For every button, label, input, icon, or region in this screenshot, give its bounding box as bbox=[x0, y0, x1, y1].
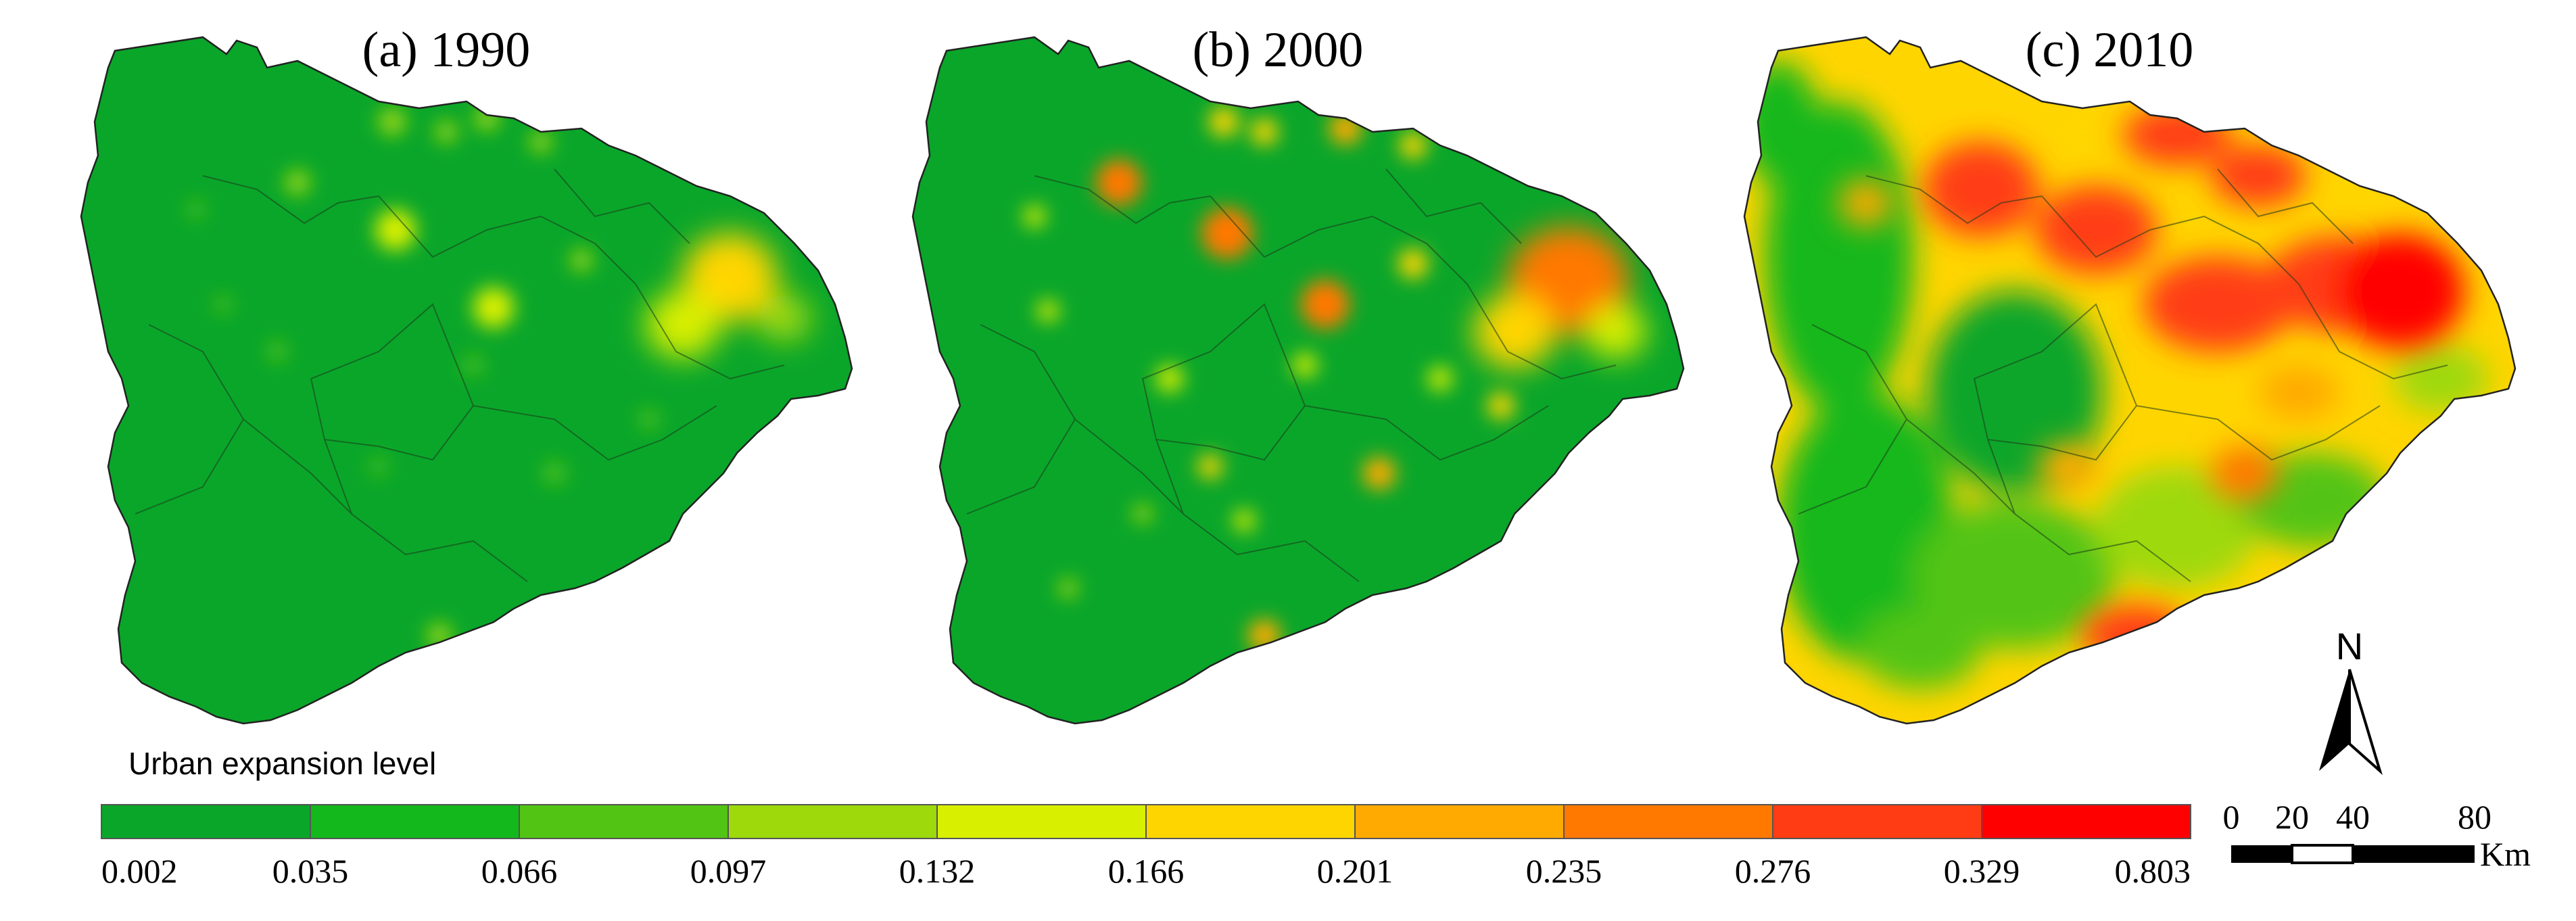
north-arrow-icon bbox=[2319, 669, 2350, 771]
legend-swatch-3 bbox=[728, 804, 938, 839]
north-arrow: N bbox=[2319, 625, 2383, 776]
panel-title-b: (b) 2000 bbox=[1193, 22, 1364, 78]
legend-swatch-5 bbox=[1145, 804, 1356, 839]
legend-color-bar bbox=[101, 804, 2191, 839]
scale-segment-20-40 bbox=[2291, 844, 2354, 864]
scale-segment-40-80 bbox=[2353, 845, 2475, 863]
panel-title-c: (c) 2010 bbox=[2026, 22, 2194, 78]
scale-bar: 0 20 40 80 Km bbox=[2223, 798, 2531, 873]
legend-tick-label: 0.276 bbox=[1735, 852, 1811, 890]
legend-swatch-2 bbox=[519, 804, 729, 839]
legend-tick-label: 0.066 bbox=[481, 852, 558, 890]
legend-tick-label: 0.166 bbox=[1108, 852, 1185, 890]
legend-tick-labels: 0.002 0.035 0.066 0.097 0.132 0.166 0.201 0.235… bbox=[101, 852, 2191, 890]
scale-label: 80 bbox=[2458, 798, 2491, 836]
legend-swatch-6 bbox=[1354, 804, 1565, 839]
legend-swatch-7 bbox=[1563, 804, 1773, 839]
map-panel-c: (c) 2010 bbox=[1743, 22, 2517, 725]
legend-tick-label: 0.132 bbox=[899, 852, 976, 890]
map-panel-b: (b) 2000 bbox=[911, 22, 1685, 725]
legend-swatch-9 bbox=[1981, 804, 2191, 839]
scale-label: 0 bbox=[2223, 798, 2240, 836]
panel-title-a: (a) 1990 bbox=[362, 22, 531, 78]
scale-label: 20 bbox=[2275, 798, 2309, 836]
legend-tick-label: 0.002 bbox=[101, 852, 178, 890]
legend-tick-label: 0.035 bbox=[272, 852, 349, 890]
legend-swatch-4 bbox=[936, 804, 1147, 839]
legend-tick-label: 0.803 bbox=[2115, 852, 2191, 890]
legend-swatch-0 bbox=[101, 804, 311, 839]
scale-label: 40 bbox=[2336, 798, 2370, 836]
map-panel-a: (a) 1990 bbox=[80, 22, 853, 725]
legend-title: Urban expansion level bbox=[128, 746, 436, 781]
legend-tick-label: 0.329 bbox=[1944, 852, 2020, 890]
legend: Urban expansion level 0.002 0.035 0.066 0.0… bbox=[101, 746, 2191, 890]
scale-unit: Km bbox=[2480, 835, 2531, 873]
legend-swatch-1 bbox=[310, 804, 520, 839]
legend-tick-label: 0.201 bbox=[1317, 852, 1393, 890]
legend-tick-label: 0.235 bbox=[1526, 852, 1602, 890]
legend-tick-label: 0.097 bbox=[690, 852, 767, 890]
legend-swatch-8 bbox=[1772, 804, 1982, 839]
scale-segment-0-20 bbox=[2231, 845, 2292, 863]
north-label: N bbox=[2336, 625, 2363, 667]
